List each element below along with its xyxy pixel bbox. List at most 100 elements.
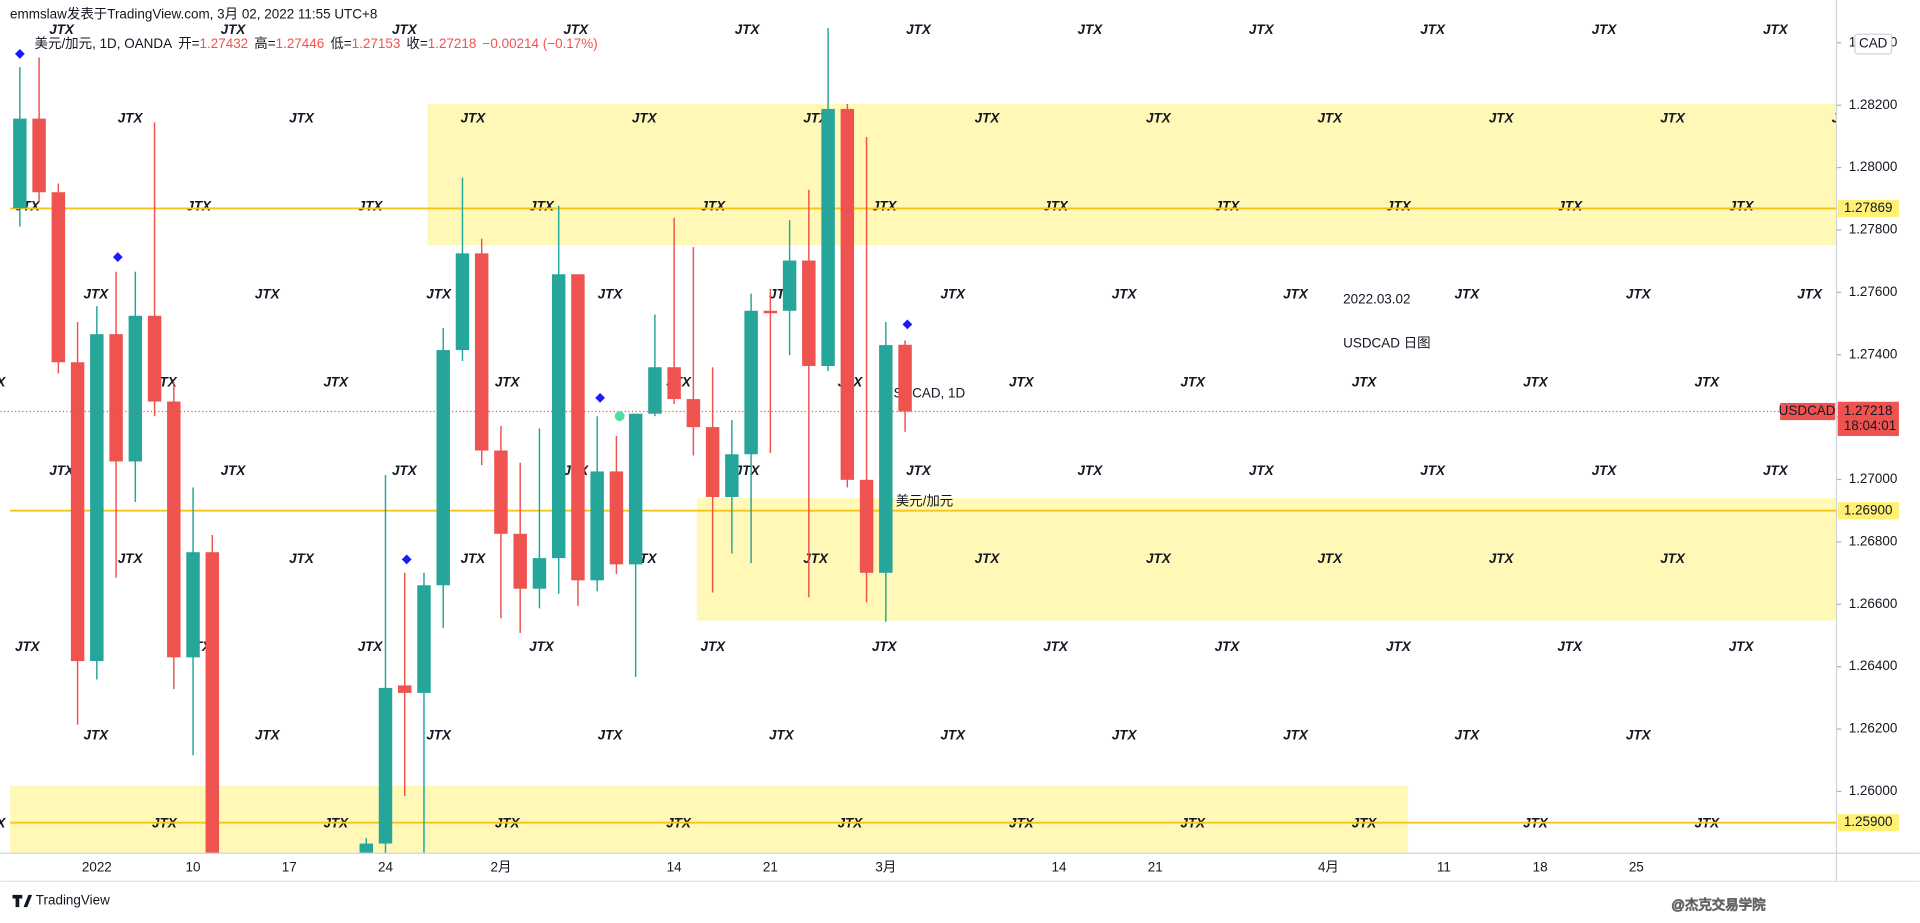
candle-body (13, 118, 27, 209)
watermark-tile: JTX (1660, 110, 1686, 125)
candle-body (840, 108, 855, 480)
watermark-tile: JTX (358, 639, 384, 654)
watermark-tile: JTX (598, 287, 624, 302)
legend-symbol: 美元/加元, 1D, OANDA (35, 36, 173, 51)
x-tick-label: 14 (667, 859, 682, 874)
watermark-tile: JTX (1078, 463, 1104, 478)
y-tick-label: 1.28200 (1849, 97, 1898, 112)
watermark-tile: JTX (1352, 375, 1378, 390)
candle-body (359, 843, 373, 854)
watermark-tile: JTX (289, 110, 315, 125)
legend-value: 1.27218 (428, 36, 477, 51)
legend-label: 开= (178, 36, 199, 51)
x-tick-label: 11 (1437, 859, 1451, 874)
watermark-tile: JTX (49, 463, 75, 478)
currency-badge[interactable] (1854, 33, 1893, 55)
candle-body (879, 345, 893, 573)
x-tick-label: 2月 (490, 859, 511, 874)
level-badge (1837, 199, 1899, 218)
y-tick-label: 1.27800 (1849, 222, 1898, 237)
candle-body (128, 315, 143, 462)
watermark-tile: JTX (632, 110, 658, 125)
candle-body (571, 274, 585, 581)
level-label: 1.25900 (1844, 814, 1893, 829)
watermark-tile: JTX (1729, 639, 1755, 654)
watermark-tile: JTX (1215, 198, 1241, 213)
watermark-tile: JTX (735, 22, 761, 37)
candle-body (494, 450, 508, 534)
y-tick-label: 1.28000 (1849, 159, 1898, 174)
price-axis-bg (1836, 0, 1920, 923)
legend-value: 1.27446 (276, 36, 325, 51)
watermark-tile: JTX (1557, 198, 1583, 213)
candle-body (763, 310, 778, 314)
watermark-tile: JTX (1489, 551, 1515, 566)
credit: @杰克交易学院 (1671, 896, 1765, 912)
watermark-tile: JTX (1592, 463, 1618, 478)
watermark-tile: JTX (392, 22, 418, 37)
watermark-tile: JTX (255, 287, 281, 302)
x-tick-label: 25 (1629, 859, 1644, 874)
watermark-tile: JTX (1146, 110, 1172, 125)
candle-body (32, 118, 46, 193)
y-tick-label: 1.27400 (1849, 346, 1898, 361)
y-tick-label: 1.27600 (1849, 284, 1898, 299)
watermark-tile: JTX (1557, 639, 1583, 654)
candle-body (590, 471, 604, 581)
watermark-tile: JTX (1146, 551, 1172, 566)
y-tick-label: 1.26600 (1849, 596, 1898, 611)
watermark-tile: JTX (1043, 639, 1069, 654)
watermark-tile: JTX (1078, 22, 1104, 37)
watermark-tile: JTX (940, 287, 966, 302)
watermark-tile: JTX (1112, 287, 1138, 302)
watermark-tile: JTX (426, 287, 452, 302)
watermark-tile: JTX (1523, 375, 1549, 390)
watermark-tile: JTX (1283, 287, 1309, 302)
candle-body (186, 552, 200, 658)
watermark-tile: JTX (1797, 287, 1823, 302)
candle-body (474, 253, 489, 451)
candle-body (532, 558, 547, 589)
watermark-tile: JTX (700, 639, 726, 654)
candle-body (667, 367, 681, 400)
watermark-tile: JTX (803, 551, 829, 566)
legend: 美元/加元, 1D, OANDA 开=1.27432 高=1.27446 低= 1.27… (35, 35, 598, 51)
watermark-tile: JTX (49, 22, 75, 37)
candle-body (551, 274, 566, 559)
x-tick-label: 14 (1052, 859, 1067, 874)
watermark-tile: JTX (358, 198, 384, 213)
watermark-tile: JTX (598, 727, 624, 742)
candle-body (205, 552, 220, 854)
annotation: USDCAD 日图 (1343, 336, 1430, 351)
legend-value: 1.27432 (200, 36, 249, 51)
candle-body (436, 350, 450, 586)
watermark-tile: JTX (15, 639, 41, 654)
watermark-tile: JTX (1317, 551, 1343, 566)
watermark-tile: JTX (1763, 22, 1789, 37)
candle-body (802, 260, 816, 366)
candle-body (628, 413, 643, 565)
watermark-tile: JTX (84, 727, 110, 742)
watermark-tile: JTX (1729, 198, 1755, 213)
brand: TradingView (36, 893, 110, 908)
watermark-tile: JTX (1489, 110, 1515, 125)
annotation: 2022.03.02 (1343, 291, 1410, 306)
x-tick-label: 4月 (1318, 859, 1339, 874)
publisher: emmslaw发表于TradingView.com, 3月 02, 2022 1… (10, 6, 377, 21)
candle-body (609, 471, 624, 565)
candle-body (513, 533, 527, 589)
currency[interactable]: CAD (1859, 36, 1888, 51)
watermark-tile: JTX (221, 463, 247, 478)
candle-body (705, 427, 720, 497)
plot (0, 28, 1837, 854)
legend-label: 高= (254, 35, 275, 51)
legend-label: 低= (330, 36, 351, 51)
candle-body (397, 685, 412, 693)
watermark-tile: JTX (1009, 375, 1035, 390)
watermark-tile: JTX (255, 727, 281, 742)
candle-body (90, 334, 104, 662)
watermark-tile: JTX (289, 551, 315, 566)
watermark-tile: JTX (975, 551, 1001, 566)
